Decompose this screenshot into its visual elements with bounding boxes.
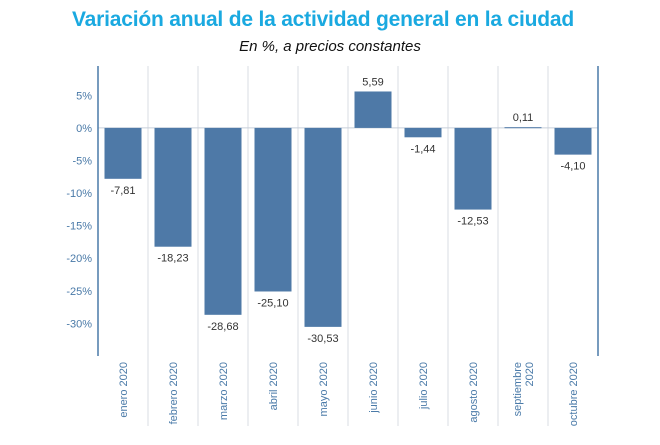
y-tick-label: 5% <box>76 90 92 102</box>
x-tick-label-line: febrero 2020 <box>168 362 180 424</box>
bar <box>554 127 592 155</box>
x-tick-label: agosto 2020 <box>468 362 480 423</box>
x-tick-label: septiembre 2020 <box>512 362 536 416</box>
x-tick-label: mayo 2020 <box>318 362 330 416</box>
y-axis-ticks: 5% 0% -5% -10% -15% -20% -25% -30% <box>66 90 92 330</box>
column-dividers <box>147 66 549 426</box>
chart-subtitle: En %, a precios constantes <box>239 38 421 55</box>
x-tick-label: abril 2020 <box>268 362 280 410</box>
x-axis-labels: enero 2020 febrero 2020 marzo 2020 abril 20… <box>118 362 580 426</box>
x-tick-label: octubre 2020 <box>568 362 580 426</box>
data-label: -30,53 <box>307 333 338 345</box>
bar <box>504 127 542 129</box>
data-label: -7,81 <box>110 185 135 197</box>
y-tick-label: -20% <box>66 253 92 265</box>
data-label: -18,23 <box>157 253 188 265</box>
bars-group <box>104 91 592 327</box>
bar <box>154 127 192 247</box>
bar <box>454 127 492 210</box>
x-tick-label-line: marzo 2020 <box>218 362 230 420</box>
x-tick-label-line: agosto 2020 <box>468 362 480 423</box>
bar <box>204 127 242 315</box>
x-tick-label-line: octubre 2020 <box>568 362 580 426</box>
y-tick-label: -10% <box>66 188 92 200</box>
x-tick-label-line: septiembre <box>512 362 524 416</box>
bar <box>104 127 142 179</box>
x-tick-label-line: enero 2020 <box>118 362 130 418</box>
x-tick-label: enero 2020 <box>118 362 130 418</box>
data-labels-group: -7,81 -18,23 -28,68 -25,10 -30,53 5,59 -1,44 -1… <box>110 76 585 344</box>
data-label: -4,10 <box>560 161 585 173</box>
x-tick-label-line: abril 2020 <box>268 362 280 410</box>
y-tick-label: -5% <box>72 155 92 167</box>
x-tick-label: marzo 2020 <box>218 362 230 420</box>
bar <box>404 127 442 138</box>
x-tick-label-line: junio 2020 <box>368 362 380 414</box>
data-label: 0,11 <box>513 112 534 124</box>
data-label: -12,53 <box>457 216 488 228</box>
data-label: -25,10 <box>257 297 288 309</box>
data-label: -28,68 <box>207 321 238 333</box>
bar <box>254 127 292 292</box>
data-label: 5,59 <box>362 76 383 88</box>
x-tick-label: febrero 2020 <box>168 362 180 424</box>
y-tick-label: 0% <box>76 123 92 135</box>
data-label: -1,44 <box>410 143 435 155</box>
x-tick-label-line: mayo 2020 <box>318 362 330 416</box>
x-tick-label-line: 2020 <box>524 362 536 386</box>
x-tick-label-line: julio 2020 <box>418 362 430 410</box>
y-tick-label: -25% <box>66 286 92 298</box>
y-tick-label: -15% <box>66 221 92 233</box>
bar <box>354 91 392 128</box>
chart-title: Variación anual de la actividad general … <box>72 8 574 31</box>
x-tick-label: julio 2020 <box>418 362 430 410</box>
y-tick-label: -30% <box>66 318 92 330</box>
x-tick-label: junio 2020 <box>368 362 380 414</box>
bar <box>304 127 342 327</box>
